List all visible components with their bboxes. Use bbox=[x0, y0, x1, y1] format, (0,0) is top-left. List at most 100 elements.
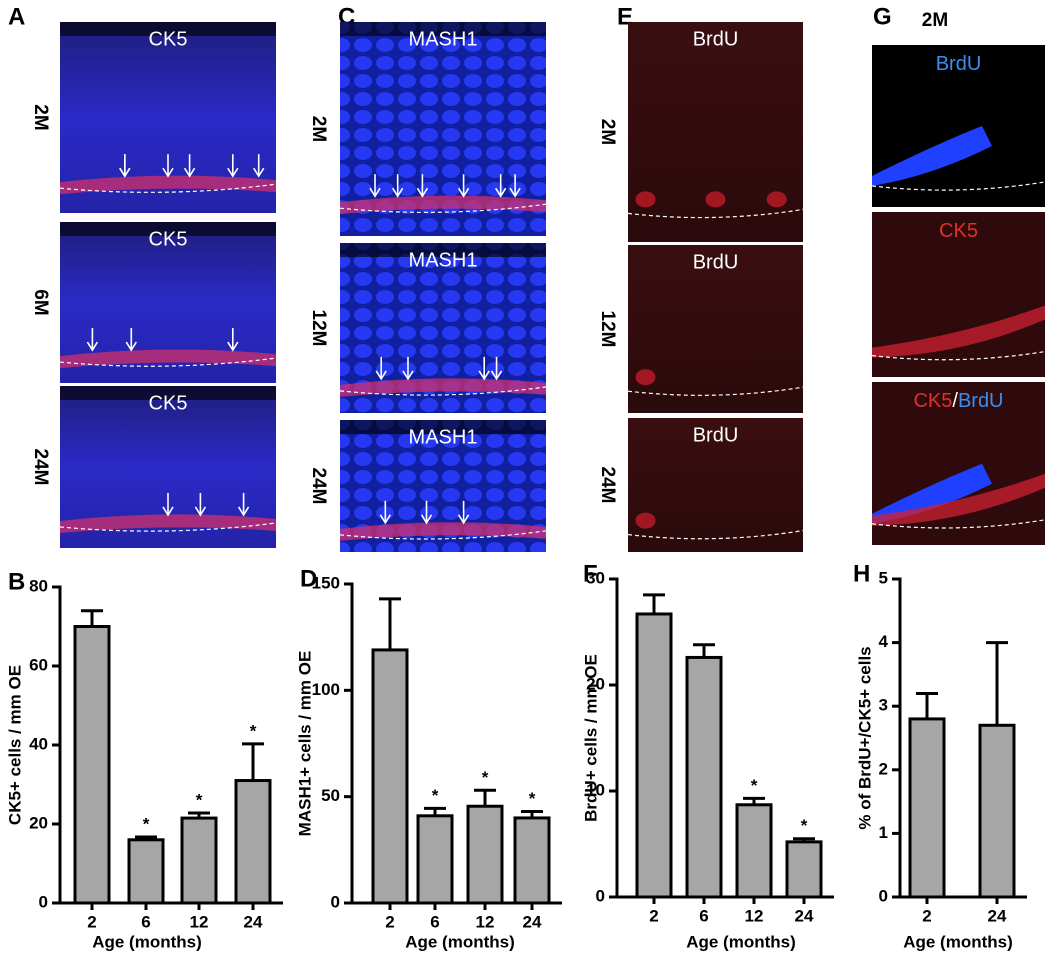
arrow-head bbox=[478, 370, 490, 381]
basal-lamina bbox=[871, 350, 1046, 361]
arrow-head bbox=[119, 167, 131, 178]
x-tick-label: 6 bbox=[699, 906, 708, 925]
y-tick-label: 5 bbox=[879, 568, 888, 587]
y-tick-label: 20 bbox=[586, 674, 605, 693]
bar bbox=[466, 804, 504, 905]
basal-lamina bbox=[627, 208, 804, 219]
y-axis-label: CK5+ cells / mm OE bbox=[5, 665, 24, 825]
basal-lamina bbox=[627, 529, 804, 540]
arrow-head bbox=[457, 187, 470, 198]
arrow-head bbox=[402, 370, 414, 381]
micrograph-top bbox=[340, 22, 546, 36]
micrograph-top bbox=[60, 222, 276, 236]
significance-marker: * bbox=[196, 790, 203, 809]
micrograph-top bbox=[340, 420, 546, 434]
stain-label: CK5 bbox=[149, 228, 188, 250]
brdu-stain bbox=[872, 125, 992, 186]
ck5-stain bbox=[872, 473, 1045, 526]
panel-letter: D bbox=[300, 565, 317, 592]
stain-band bbox=[340, 195, 546, 215]
y-axis-label: MASH1+ cells / mm OE bbox=[295, 651, 314, 837]
bar bbox=[785, 840, 823, 899]
significance-marker: * bbox=[143, 815, 150, 834]
arrow-head bbox=[227, 167, 239, 178]
y-tick-label: 80 bbox=[29, 576, 48, 595]
x-tick-label: 2 bbox=[87, 912, 96, 931]
bar bbox=[416, 814, 454, 905]
micrograph bbox=[872, 45, 1045, 207]
y-tick-label: 150 bbox=[312, 573, 340, 592]
basal-lamina bbox=[59, 357, 277, 367]
stain-cell bbox=[635, 512, 656, 529]
stain-label: MASH1 bbox=[409, 28, 478, 50]
x-tick-label: 6 bbox=[430, 912, 439, 931]
bar bbox=[513, 816, 551, 905]
micrograph bbox=[628, 22, 803, 242]
stain-label-part: BrdU bbox=[958, 390, 1004, 412]
x-tick-label: 2 bbox=[649, 906, 658, 925]
stain-band bbox=[340, 522, 546, 541]
age-label: 6M bbox=[30, 289, 51, 315]
age-label: 2M bbox=[30, 104, 51, 130]
x-tick-label: 6 bbox=[141, 912, 150, 931]
y-tick-label: 1 bbox=[879, 823, 888, 842]
arrow-head bbox=[495, 187, 507, 198]
age-label: 24M bbox=[30, 449, 51, 486]
stain-band bbox=[60, 175, 276, 195]
basal-lamina bbox=[871, 181, 1046, 191]
y-tick-label: 0 bbox=[879, 886, 888, 905]
y-tick-label: 30 bbox=[586, 568, 605, 587]
y-tick-label: 0 bbox=[39, 892, 48, 911]
significance-marker: * bbox=[529, 789, 536, 808]
stain-label-part: BrdU bbox=[936, 53, 982, 75]
arrow-head bbox=[86, 341, 99, 352]
panel-letter: G bbox=[873, 3, 892, 30]
x-axis-label: Age (months) bbox=[405, 932, 515, 951]
ck5-stain bbox=[872, 305, 1045, 358]
bar bbox=[685, 655, 723, 899]
bar bbox=[371, 648, 409, 905]
bar bbox=[735, 803, 773, 899]
micrograph-top bbox=[60, 22, 276, 36]
x-tick-label: 12 bbox=[745, 906, 764, 925]
basal-lamina bbox=[871, 519, 1046, 529]
bar bbox=[978, 723, 1016, 899]
x-tick-label: 2 bbox=[385, 912, 394, 931]
stain-label-part: CK5 bbox=[913, 390, 952, 412]
arrow-head bbox=[237, 506, 250, 517]
arrow-head bbox=[253, 167, 265, 178]
arrow-head bbox=[416, 187, 429, 198]
x-tick-label: 24 bbox=[244, 912, 263, 931]
age-label: 24M bbox=[597, 467, 618, 504]
panel-age: 2M bbox=[922, 10, 948, 31]
stain-band bbox=[60, 349, 276, 369]
stain-label: BrdU bbox=[693, 28, 739, 50]
y-tick-label: 100 bbox=[312, 680, 340, 699]
stain-label: CK5 bbox=[149, 28, 188, 50]
stain-cell bbox=[705, 191, 726, 208]
x-axis-label: Age (months) bbox=[903, 932, 1013, 951]
y-tick-label: 0 bbox=[331, 892, 340, 911]
bar bbox=[180, 816, 218, 905]
x-axis-label: Age (months) bbox=[92, 932, 202, 951]
bar bbox=[908, 717, 946, 899]
stain-label: MASH1 bbox=[409, 249, 478, 271]
age-label: 24M bbox=[308, 468, 329, 505]
y-tick-label: 40 bbox=[29, 734, 48, 753]
arrow-head bbox=[194, 506, 207, 517]
panel-letter: H bbox=[853, 560, 870, 587]
micrograph bbox=[628, 418, 803, 552]
stain-label: BrdU bbox=[693, 251, 739, 273]
basal-lamina bbox=[59, 183, 277, 193]
stain-label: CK5/BrdU bbox=[913, 390, 1003, 412]
stain-label-part: / bbox=[952, 390, 958, 412]
arrow-head bbox=[457, 514, 470, 525]
bar bbox=[635, 612, 673, 899]
x-tick-label: 2 bbox=[922, 906, 931, 925]
y-tick-label: 10 bbox=[586, 780, 605, 799]
arrow-head bbox=[509, 187, 521, 198]
arrow-head bbox=[392, 187, 404, 198]
stain-cell bbox=[766, 191, 787, 208]
panel-letter: B bbox=[8, 568, 25, 595]
